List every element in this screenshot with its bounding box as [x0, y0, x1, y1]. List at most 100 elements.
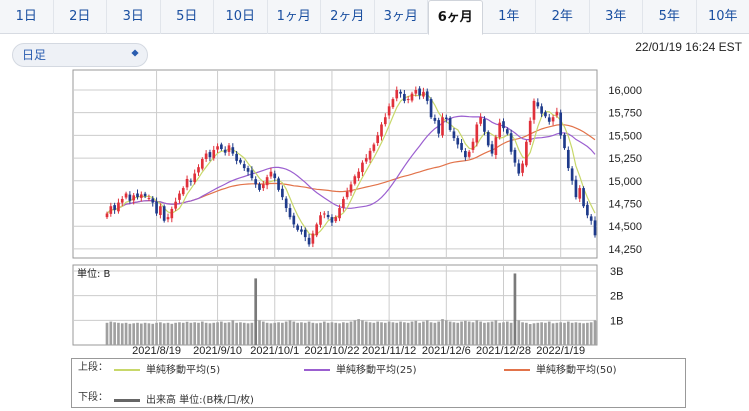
- candle-body: [178, 193, 181, 200]
- tab-period-13[interactable]: 10年: [707, 9, 738, 24]
- candle-body: [593, 220, 597, 236]
- price-tick-label: 14,750: [608, 199, 642, 211]
- candle-body: [422, 91, 425, 97]
- chevron-updown-icon: ⯁: [131, 49, 139, 60]
- tab-period-7[interactable]: 3ヶ月: [375, 0, 428, 34]
- volume-bar: [505, 321, 509, 345]
- legend-label-ma50: 単純移動平均(50): [536, 365, 617, 376]
- interval-select[interactable]: 日足 ⯁: [12, 43, 148, 67]
- tab-period-4[interactable]: 10日: [214, 0, 268, 34]
- volume-bar: [399, 321, 402, 345]
- candle-body: [265, 177, 269, 186]
- candle-body: [296, 225, 299, 230]
- volume-bar: [578, 322, 582, 345]
- volume-bar: [189, 322, 193, 345]
- volume-bar: [128, 323, 132, 345]
- volume-bar: [536, 322, 540, 345]
- volume-bar: [292, 321, 296, 345]
- legend-lower-label: 下段：: [78, 392, 108, 403]
- volume-bar: [357, 319, 360, 345]
- volume-bar: [223, 322, 227, 345]
- candle-body: [544, 112, 547, 117]
- candle-body: [437, 120, 441, 134]
- tab-period-8[interactable]: 6ヶ月: [428, 0, 483, 35]
- tab-period-6[interactable]: 2ヶ月: [321, 0, 375, 34]
- volume-bar: [551, 323, 555, 345]
- candle-body: [342, 198, 345, 208]
- volume-bar: [517, 320, 521, 345]
- volume-bar: [139, 323, 143, 345]
- volume-bar: [559, 322, 563, 345]
- volume-bar: [216, 322, 219, 345]
- volume-bar: [334, 322, 338, 345]
- tab-period-3[interactable]: 5日: [161, 0, 214, 34]
- volume-bar: [566, 321, 570, 345]
- volume-bar: [582, 323, 585, 345]
- candle-body: [288, 208, 292, 218]
- tab-period-1[interactable]: 2日: [54, 0, 107, 34]
- legend-swatch-ma50: [504, 369, 530, 371]
- tab-period-11[interactable]: 3年: [590, 0, 643, 34]
- candle-body: [273, 173, 277, 179]
- candle-body: [223, 149, 227, 153]
- price-tick-label: 15,750: [608, 108, 642, 120]
- candle-body: [410, 93, 414, 101]
- volume-bar: [425, 320, 429, 345]
- legend-item-ma50: 単純移動平均(50): [504, 361, 617, 376]
- candle-body: [220, 144, 223, 150]
- tab-period-0[interactable]: 1日: [0, 0, 54, 34]
- volume-bar: [155, 322, 158, 345]
- legend-upper-label: 上段：: [78, 362, 108, 373]
- candle-body: [353, 176, 357, 184]
- candle-body: [498, 122, 502, 138]
- candle-body: [444, 117, 448, 120]
- candle-body: [563, 134, 566, 149]
- volume-bar: [307, 321, 311, 345]
- tab-period-9[interactable]: 1年: [483, 0, 536, 34]
- volume-bar: [372, 322, 376, 345]
- candle-body: [509, 133, 513, 152]
- volume-bar: [162, 323, 166, 345]
- candle-body: [170, 208, 174, 219]
- volume-bar: [593, 320, 597, 345]
- volume-bar: [281, 322, 284, 345]
- candle-body: [566, 149, 570, 169]
- volume-bar: [452, 322, 456, 345]
- volume-bar: [418, 322, 421, 345]
- volume-bar: [159, 322, 162, 345]
- tab-period-12[interactable]: 5年: [643, 0, 697, 34]
- volume-bar: [174, 322, 177, 345]
- candle-body: [570, 168, 574, 181]
- price-tick-label: 15,250: [608, 153, 642, 165]
- volume-bar: [479, 321, 482, 345]
- tab-period-5[interactable]: 1ヶ月: [268, 0, 321, 34]
- candle-body: [486, 132, 490, 146]
- volume-bar: [166, 322, 170, 345]
- volume-bar: [311, 322, 315, 345]
- volume-bar: [494, 320, 498, 345]
- candle-body: [387, 106, 391, 116]
- candle-body: [361, 162, 364, 173]
- volume-bar: [170, 323, 174, 345]
- candle-body: [467, 151, 471, 157]
- volume-bar: [437, 321, 441, 345]
- candle-body: [315, 224, 319, 236]
- volume-tick-label: 1B: [610, 315, 623, 327]
- candle-body: [574, 179, 578, 198]
- tab-period-2[interactable]: 3日: [107, 0, 161, 34]
- volume-bar: [277, 322, 280, 345]
- candle-body: [441, 117, 444, 136]
- volume-bar: [330, 322, 334, 345]
- volume-bar: [193, 322, 197, 345]
- price-tick-label: 14,250: [608, 244, 642, 256]
- tab-period-10[interactable]: 2年: [536, 0, 590, 34]
- candle-body: [357, 171, 360, 179]
- candle-body: [532, 100, 536, 120]
- volume-bar: [250, 322, 254, 345]
- volume-bar: [513, 273, 517, 345]
- candle-body: [284, 198, 288, 209]
- candle-body: [185, 178, 189, 188]
- volume-bar: [117, 322, 120, 345]
- volume-bar: [269, 323, 273, 345]
- candle-body: [326, 214, 330, 218]
